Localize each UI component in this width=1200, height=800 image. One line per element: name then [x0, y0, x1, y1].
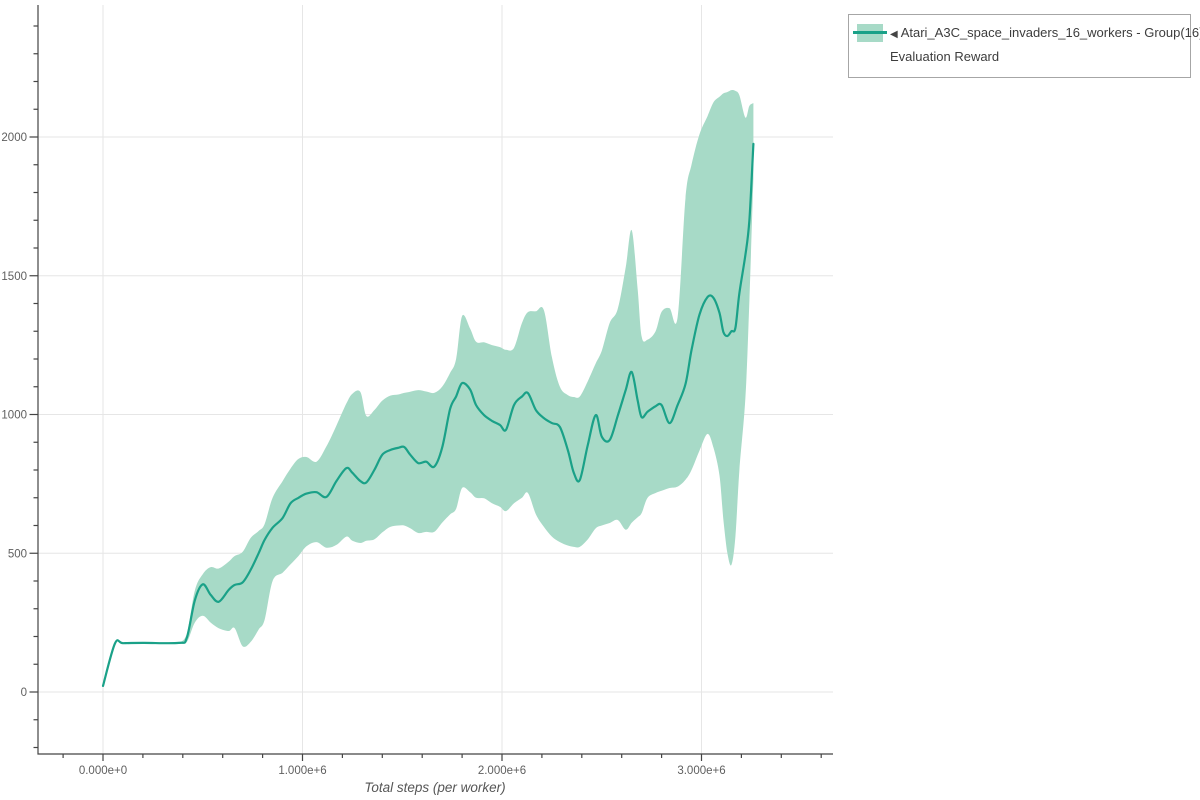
- svg-text:2000: 2000: [1, 132, 27, 144]
- series-color-swatch: [853, 24, 887, 42]
- legend-text: ◀ Atari_A3C_space_invaders_16_workers - G…: [890, 22, 1200, 68]
- svg-text:3.000e+6: 3.000e+6: [677, 765, 725, 777]
- mean-reward-line: [101, 142, 755, 687]
- svg-text:1.000e+6: 1.000e+6: [278, 765, 326, 777]
- line-color-chip: [853, 31, 887, 34]
- svg-text:1500: 1500: [1, 271, 27, 283]
- svg-text:500: 500: [8, 548, 27, 560]
- legend-series-name: Atari_A3C_space_invaders_16_workers - Gr…: [900, 25, 1200, 40]
- confidence-band: [178, 90, 754, 647]
- legend-metric-name: Evaluation Reward: [890, 49, 1000, 64]
- svg-text:0.000e+0: 0.000e+0: [79, 765, 127, 777]
- legend-entry-evaluation-reward[interactable]: ◀ Atari_A3C_space_invaders_16_workers - G…: [849, 15, 1200, 74]
- svg-text:0: 0: [21, 687, 27, 699]
- legend-collapse-icon[interactable]: ◀: [890, 29, 898, 40]
- svg-text:1000: 1000: [1, 410, 27, 422]
- tick-labels: 0 500 1000 1500 2000 0.000e+0 1.000e+6 2.000e+6…: [1, 132, 725, 777]
- legend: ◀ Atari_A3C_space_invaders_16_workers - G…: [848, 14, 1200, 78]
- legend-series-row: ◀ Atari_A3C_space_invaders_16_workers - G…: [890, 22, 1200, 46]
- axes: [29, 5, 833, 761]
- x-axis-title: Total steps (per worker): [364, 780, 505, 795]
- svg-text:2.000e+6: 2.000e+6: [478, 765, 526, 777]
